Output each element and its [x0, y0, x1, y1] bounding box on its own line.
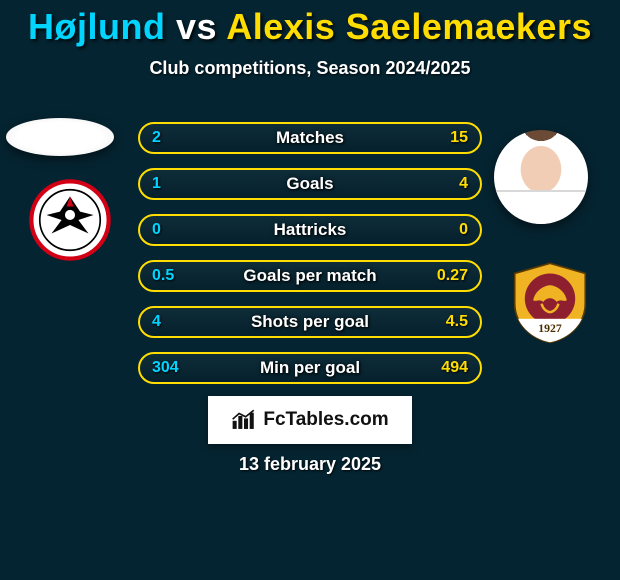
- vs-text: vs: [176, 6, 217, 47]
- subtitle: Club competitions, Season 2024/2025: [0, 58, 620, 79]
- player2-avatar: [494, 130, 588, 224]
- stat-left-value: 304: [152, 354, 179, 382]
- stat-label: Min per goal: [260, 358, 360, 378]
- stat-left-value: 1: [152, 170, 161, 198]
- date-text: 13 february 2025: [0, 454, 620, 475]
- stat-left-value: 2: [152, 124, 161, 152]
- stat-right-value: 15: [450, 124, 468, 152]
- player1-club-crest: [28, 178, 112, 262]
- stat-row: 4 Shots per goal 4.5: [138, 306, 482, 338]
- player1-avatar: [6, 118, 114, 156]
- player1-name: Højlund: [28, 6, 165, 47]
- player2-name: Alexis Saelemaekers: [226, 6, 592, 47]
- stat-left-value: 0: [152, 216, 161, 244]
- stat-label: Matches: [276, 128, 344, 148]
- stat-right-value: 4: [459, 170, 468, 198]
- stat-label: Goals: [286, 174, 333, 194]
- stat-row: 1 Goals 4: [138, 168, 482, 200]
- chart-icon: [231, 409, 257, 431]
- svg-text:1927: 1927: [538, 322, 562, 335]
- stat-label: Shots per goal: [251, 312, 369, 332]
- branding-text: FcTables.com: [263, 409, 388, 431]
- stat-right-value: 0.27: [437, 262, 468, 290]
- stats-table: 2 Matches 15 1 Goals 4 0 Hattricks 0 0.5…: [138, 122, 482, 398]
- stat-right-value: 0: [459, 216, 468, 244]
- branding-badge: FcTables.com: [208, 396, 412, 444]
- stat-left-value: 4: [152, 308, 161, 336]
- stat-row: 0.5 Goals per match 0.27: [138, 260, 482, 292]
- player2-club-crest: 1927: [508, 260, 592, 344]
- stat-row: 304 Min per goal 494: [138, 352, 482, 384]
- stat-row: 0 Hattricks 0: [138, 214, 482, 246]
- stat-label: Goals per match: [243, 266, 376, 286]
- stat-row: 2 Matches 15: [138, 122, 482, 154]
- page-title: Højlund vs Alexis Saelemaekers: [0, 6, 620, 48]
- stat-right-value: 4.5: [446, 308, 468, 336]
- comparison-card: Højlund vs Alexis Saelemaekers Club comp…: [0, 0, 620, 580]
- stat-left-value: 0.5: [152, 262, 174, 290]
- stat-label: Hattricks: [274, 220, 347, 240]
- stat-right-value: 494: [441, 354, 468, 382]
